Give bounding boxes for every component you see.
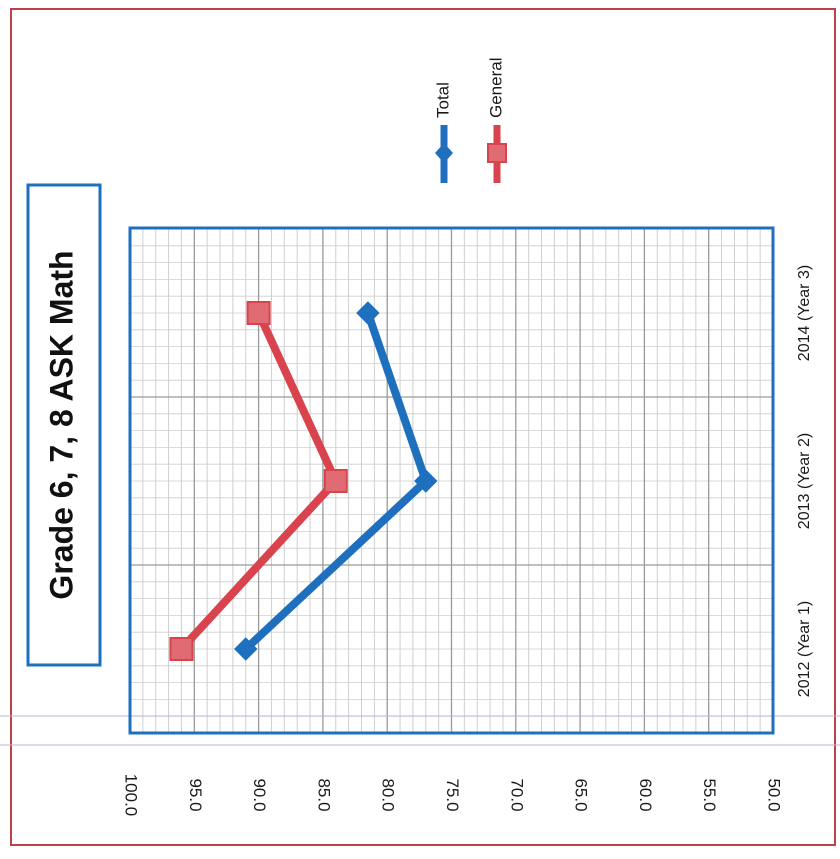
y-tick-label: 70.0: [507, 778, 526, 811]
data-point-total: [234, 637, 258, 661]
data-point-general: [169, 637, 194, 661]
legend: Total General: [433, 58, 507, 183]
data-point-general: [323, 469, 348, 493]
legend-swatch-marker: [487, 143, 507, 163]
chart-title-box: Grade 6, 7, 8 ASK Math: [26, 183, 102, 667]
x-category-label: 2012 (Year 1): [796, 601, 813, 697]
x-axis-categories: 2012 (Year 1) 2013 (Year 2) 2014 (Year 3): [796, 265, 813, 697]
y-tick-label: 60.0: [636, 778, 655, 811]
y-axis-ticks: 100.0 95.0 90.0 85.0 80.0 75.0 70.0 65.0 60.0 55.…: [122, 774, 784, 817]
y-tick-label: 75.0: [443, 778, 462, 811]
data-point-total: [414, 469, 438, 493]
legend-swatch-marker: [435, 143, 453, 163]
data-point-general: [246, 301, 271, 325]
y-tick-label: 85.0: [314, 778, 333, 811]
major-gridlines: [0, 228, 840, 746]
y-tick-label: 50.0: [765, 778, 784, 811]
series-layer: [169, 301, 438, 661]
x-category-label: 2014 (Year 3): [796, 265, 813, 361]
y-tick-label: 90.0: [250, 778, 269, 811]
y-tick-label: 95.0: [186, 778, 205, 811]
chart-title: Grade 6, 7, 8 ASK Math: [43, 250, 79, 599]
plot-area: [128, 226, 775, 735]
data-point-total: [356, 301, 380, 325]
y-tick-label: 100.0: [122, 774, 141, 817]
x-category-label: 2013 (Year 2): [796, 433, 813, 529]
legend-label: Total: [433, 82, 452, 118]
figure-frame: [10, 8, 836, 846]
y-tick-label: 80.0: [379, 778, 398, 811]
y-tick-label: 55.0: [700, 778, 719, 811]
legend-label: General: [486, 58, 505, 118]
y-tick-label: 65.0: [572, 778, 591, 811]
